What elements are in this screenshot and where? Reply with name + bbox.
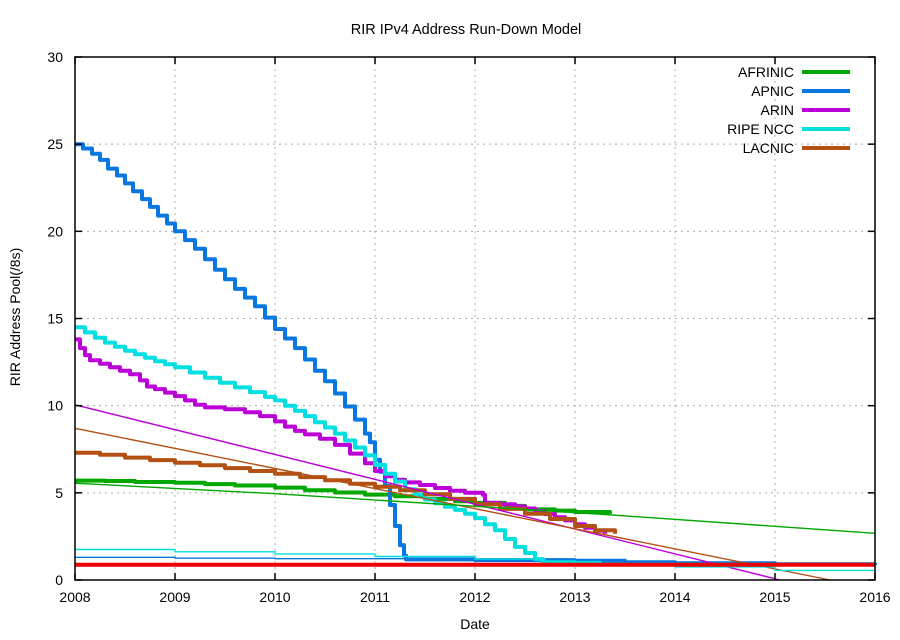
- x-axis-label: Date: [460, 616, 490, 632]
- x-tick-label: 2011: [360, 589, 390, 605]
- y-tick-label: 25: [47, 136, 63, 152]
- legend: AFRINIC APNIC ARIN RIPE NCC LACNIC: [727, 64, 850, 156]
- y-axis-label: RIR Address Pool(/8s): [7, 248, 23, 387]
- x-tick-label: 2013: [559, 589, 590, 605]
- x-tick-label: 2012: [459, 589, 490, 605]
- y-tick-label: 30: [47, 49, 63, 65]
- y-tick-label: 0: [55, 572, 63, 588]
- series-line-arin: [75, 337, 607, 534]
- chart-title: RIR IPv4 Address Run-Down Model: [351, 22, 582, 38]
- x-tick-label: 2008: [59, 589, 90, 605]
- series-line-ripe-ncc: [75, 325, 602, 565]
- series-line-ripe-ncc-lower-line-thin-: [75, 548, 546, 561]
- series-line-apnic: [75, 142, 877, 567]
- y-tick-label: 5: [55, 485, 63, 501]
- y-tick-label: 15: [47, 311, 63, 327]
- legend-label-afrinic: AFRINIC: [738, 64, 794, 80]
- tick-label-layer: 2008 2009 2010 2011 2012 2013 2014 2015 20160510…: [47, 49, 890, 605]
- x-tick-label: 2015: [759, 589, 790, 605]
- legend-label-arin: ARIN: [761, 102, 794, 118]
- legend-label-ripe-ncc: RIPE NCC: [727, 121, 794, 137]
- x-tick-label: 2009: [159, 589, 190, 605]
- legend-label-apnic: APNIC: [751, 83, 794, 99]
- y-tick-label: 10: [47, 398, 63, 414]
- series-line-apnic-lower-line-thin-: [75, 556, 406, 560]
- y-tick-label: 20: [47, 223, 63, 239]
- series-line-arin-projection-thin-: [74, 404, 781, 581]
- x-tick-label: 2014: [659, 589, 690, 605]
- series-line-afrinic-projection-thin-: [74, 482, 876, 534]
- plot-frame: [74, 56, 876, 581]
- series-layer: [74, 142, 877, 581]
- x-tick-label: 2016: [859, 589, 890, 605]
- series-line-lacnic-projection-thin-: [74, 427, 831, 581]
- legend-label-lacnic: LACNIC: [743, 140, 794, 156]
- x-tick-label: 2010: [259, 589, 290, 605]
